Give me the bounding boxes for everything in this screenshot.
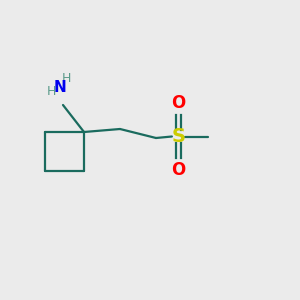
Text: O: O bbox=[171, 161, 186, 179]
Text: H: H bbox=[62, 72, 71, 85]
Text: S: S bbox=[172, 127, 185, 146]
Text: H: H bbox=[46, 85, 56, 98]
Text: N: N bbox=[54, 80, 66, 94]
Text: O: O bbox=[171, 94, 186, 112]
